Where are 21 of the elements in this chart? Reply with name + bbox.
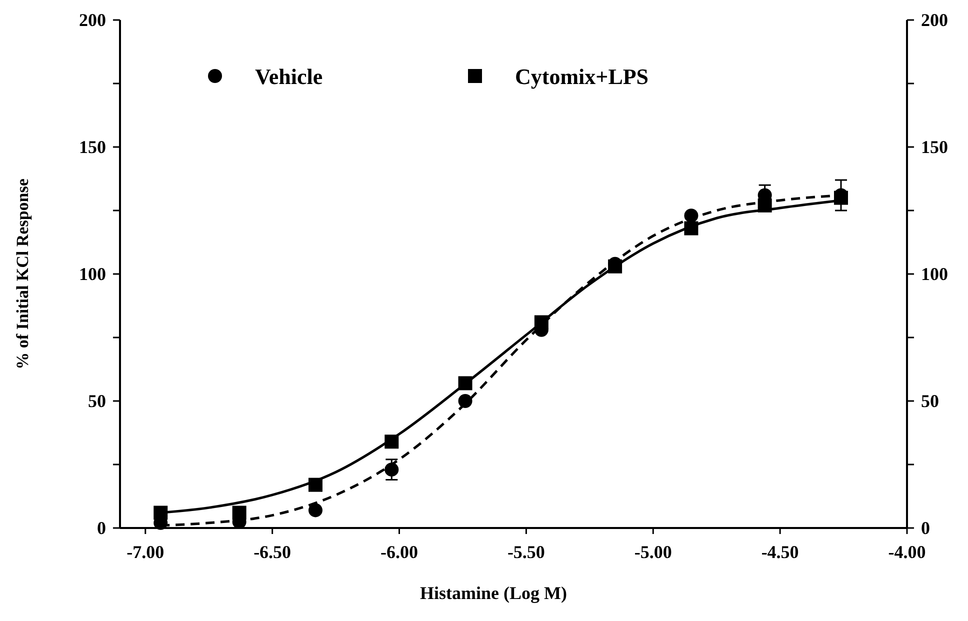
x-tick-label: -5.00 [634, 542, 672, 562]
x-tick-label: -6.50 [254, 542, 292, 562]
y2-tick-label: 100 [921, 264, 948, 284]
y2-tick-label: 200 [921, 10, 948, 30]
y2-tick-label: 50 [921, 391, 939, 411]
x-axis-title: Histamine (Log M) [420, 583, 567, 603]
y-tick-label: 100 [79, 264, 106, 284]
x-tick-label: -6.00 [380, 542, 418, 562]
y2-tick-label: 0 [921, 518, 930, 538]
y-tick-label: 50 [88, 391, 106, 411]
x-tick-label: -7.00 [126, 542, 164, 562]
legend-label: Cytomix+LPS [515, 64, 649, 89]
x-tick-label: -4.00 [888, 542, 926, 562]
y2-tick-label: 150 [921, 137, 948, 157]
x-tick-label: -5.50 [507, 542, 545, 562]
y-tick-label: 200 [79, 10, 106, 30]
y-tick-label: 150 [79, 137, 106, 157]
legend-label: Vehicle [255, 64, 323, 89]
y-axis-title: % of Initial KCl Response [13, 178, 32, 370]
y-tick-label: 0 [97, 518, 106, 538]
x-tick-label: -4.50 [761, 542, 799, 562]
